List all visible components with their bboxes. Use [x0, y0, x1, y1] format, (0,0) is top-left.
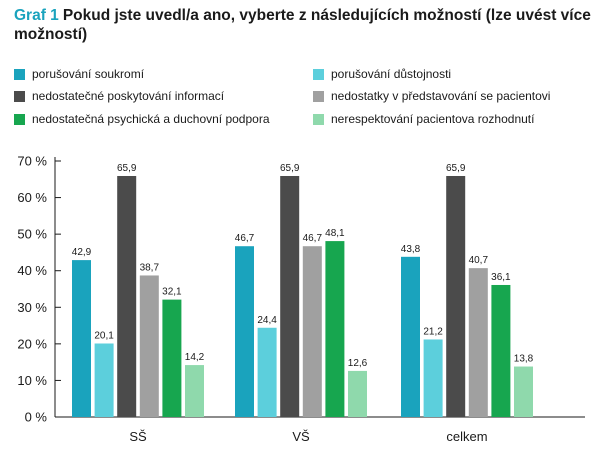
- data-label: 43,8: [401, 244, 421, 255]
- bar: [491, 284, 511, 417]
- legend-swatch: [313, 90, 324, 102]
- category-label: celkem: [446, 429, 487, 444]
- bar: [94, 343, 114, 417]
- legend-item: porušování soukromí: [14, 66, 144, 82]
- chart-title-lead: Graf 1: [14, 7, 59, 24]
- chart-title: Graf 1 Pokud jste uvedl/a ano, vyberte z …: [14, 6, 594, 44]
- bar: [162, 299, 182, 417]
- legend-label: porušování důstojnosti: [331, 67, 452, 81]
- data-label: 12,6: [348, 358, 368, 369]
- bar: [257, 327, 277, 417]
- legend-swatch: [313, 68, 324, 80]
- bar: [72, 260, 91, 417]
- legend-label: porušování soukromí: [32, 67, 145, 81]
- data-label: 38,7: [140, 262, 160, 273]
- y-tick-label: 70 %: [17, 154, 47, 169]
- legend-item: porušování důstojnosti: [313, 66, 451, 82]
- bar: [302, 246, 322, 417]
- y-tick-label: 40 %: [17, 263, 47, 278]
- data-label: 65,9: [280, 163, 300, 174]
- bar: [139, 275, 159, 417]
- legend-label: nedostatečné poskytování informací: [32, 89, 225, 103]
- legend-label: nedostatečná psychická a duchovní podpor…: [32, 112, 270, 126]
- bar: [117, 175, 137, 417]
- y-tick-label: 0 %: [25, 410, 48, 425]
- bar: [423, 339, 443, 417]
- bar: [401, 256, 420, 417]
- data-label: 40,7: [469, 255, 489, 266]
- data-label: 46,7: [303, 233, 323, 244]
- bar: [468, 268, 488, 417]
- category-label: SŠ: [129, 429, 147, 444]
- data-label: 13,8: [514, 354, 534, 365]
- chart-title-text: Pokud jste uvedl/a ano, vyberte z násled…: [14, 7, 591, 43]
- data-label: 20,1: [94, 330, 114, 341]
- bar: [514, 366, 533, 417]
- data-label: 48,1: [325, 228, 345, 239]
- legend-swatch: [14, 90, 25, 102]
- y-tick-label: 10 %: [17, 373, 47, 388]
- legend-swatch: [14, 113, 25, 125]
- y-tick-label: 20 %: [17, 336, 47, 351]
- data-label: 14,2: [185, 352, 205, 363]
- data-label: 42,9: [72, 247, 92, 258]
- y-tick-label: 60 %: [17, 190, 47, 205]
- legend-label: nedostatky v představování se pacientovi: [331, 89, 551, 103]
- legend-swatch: [14, 68, 25, 80]
- data-label: 21,2: [423, 326, 443, 337]
- bar: [185, 365, 204, 417]
- data-label: 36,1: [491, 272, 511, 283]
- data-label: 24,4: [257, 315, 277, 326]
- bar: [446, 175, 466, 417]
- data-label: 32,1: [162, 287, 182, 298]
- legend-item: nerespektování pacientova rozhodnutí: [313, 111, 534, 127]
- legend-item: nedostatečné poskytování informací: [14, 88, 224, 104]
- data-label: 46,7: [235, 233, 255, 244]
- bar: [235, 246, 254, 417]
- bar: [348, 370, 367, 417]
- bar-chart: 0 % 10 % 20 % 30 % 40 % 50 % 60 % 70 % 42,9 20,1 6…: [17, 154, 585, 444]
- legend-item: nedostatky v představování se pacientovi: [313, 88, 550, 104]
- legend-item: nedostatečná psychická a duchovní podpor…: [14, 111, 270, 127]
- bar: [280, 175, 300, 417]
- legend-swatch: [313, 113, 324, 125]
- bar: [325, 241, 345, 417]
- data-label: 65,9: [117, 163, 137, 174]
- data-label: 65,9: [446, 163, 466, 174]
- y-tick-label: 50 %: [17, 227, 47, 242]
- y-tick-label: 30 %: [17, 300, 47, 315]
- category-label: VŠ: [292, 429, 310, 444]
- legend-label: nerespektování pacientova rozhodnutí: [331, 112, 535, 126]
